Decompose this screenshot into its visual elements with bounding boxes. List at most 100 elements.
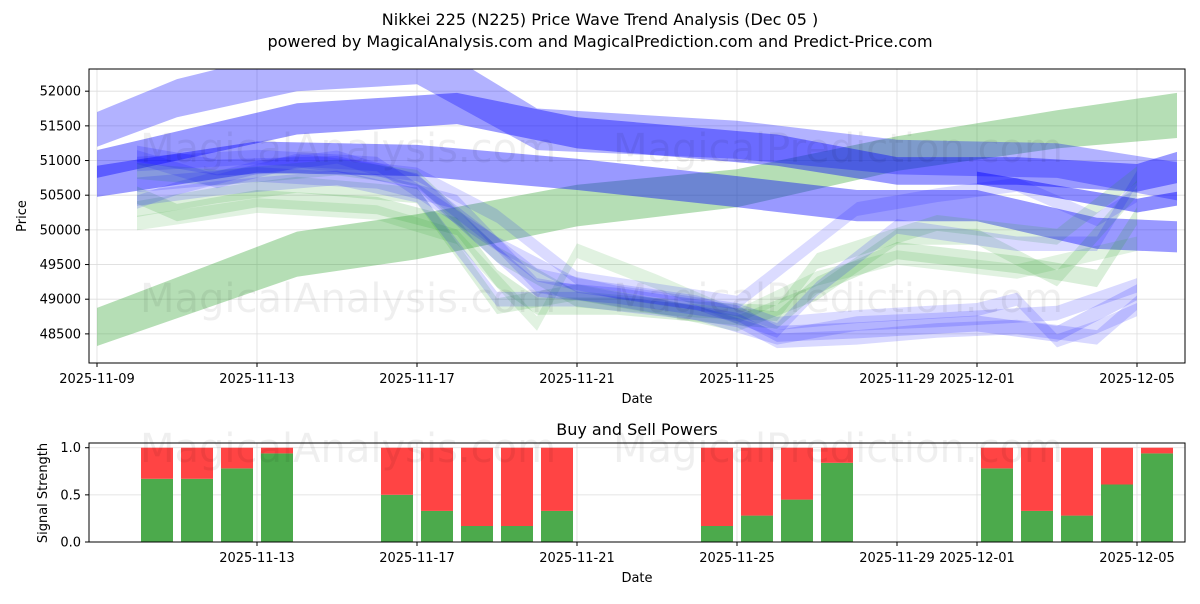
price-y-tick-label: 52000: [40, 85, 81, 100]
wave-green-cluster-3: [137, 176, 1137, 332]
price-x-tick-label: 2025-12-01: [939, 372, 1015, 387]
sell-bar: [221, 447, 253, 469]
wave-green-cluster-4: [137, 198, 1137, 331]
buy-bar: [1061, 515, 1093, 542]
sell-bar: [541, 447, 573, 511]
price-x-tick-label: 2025-12-05: [1099, 372, 1175, 387]
price-y-tick-label: 51500: [40, 119, 81, 134]
price-x-tick-label: 2025-11-17: [379, 372, 455, 387]
buy-bar: [501, 526, 533, 542]
price-y-label: Price: [15, 200, 30, 232]
signal-y-label: Signal Strength: [36, 443, 51, 543]
price-x-axis: 2025-11-09 2025-11-13 2025-11-17 2025-11-21…: [59, 363, 1175, 387]
buy-bar: [141, 478, 173, 542]
sell-bar: [181, 447, 213, 479]
sell-bar: [1141, 447, 1173, 454]
signal-x-tick-label: 2025-12-05: [1099, 551, 1175, 566]
price-y-tick-label: 50500: [40, 189, 81, 204]
sell-bar: [1021, 447, 1053, 511]
wave-blue-wave-main: [97, 92, 1177, 192]
signal-y-tick-label: 1.0: [60, 441, 81, 456]
price-y-tick-label: 49000: [40, 293, 81, 308]
price-y-tick-label: 51000: [40, 154, 81, 169]
signal-x-tick-label: 2025-11-29: [859, 551, 935, 566]
price-grid: [89, 69, 1185, 363]
price-x-tick-label: 2025-11-21: [539, 372, 615, 387]
signal-y-tick-label: 0.0: [60, 536, 81, 551]
signal-x-tick-label: 2025-11-21: [539, 551, 615, 566]
wave-blue-wave-end: [977, 171, 1177, 213]
buy-bar: [181, 478, 213, 542]
signal-panel: Buy and Sell Powers MagicalAnalysis.com …: [36, 420, 1186, 586]
watermark-prediction-mid: MagicalPrediction.com: [613, 276, 1063, 322]
sell-bar: [1101, 447, 1133, 485]
buy-bar: [1021, 510, 1053, 542]
buy-bar: [541, 510, 573, 542]
buy-bar: [821, 462, 853, 542]
price-y-tick-label: 49500: [40, 258, 81, 273]
chart-subtitle: powered by MagicalAnalysis.com and Magic…: [267, 32, 932, 51]
wave-green-wave-rising: [97, 92, 1177, 347]
wave-blue-wave-lower: [97, 141, 1177, 253]
buy-bar: [741, 515, 773, 542]
sell-bar: [461, 447, 493, 526]
sell-bar: [501, 447, 533, 526]
watermark-prediction-bottom: MagicalPrediction.com: [613, 426, 1063, 472]
sell-bar: [781, 447, 813, 500]
buy-bar: [1141, 453, 1173, 542]
buy-bar: [701, 526, 733, 542]
watermark-prediction-top: MagicalPrediction.com: [613, 126, 1063, 172]
price-x-tick-label: 2025-11-25: [699, 372, 775, 387]
buy-bar: [461, 526, 493, 542]
watermark-analysis-mid: MagicalAnalysis.com: [140, 276, 556, 322]
signal-y-axis: 0.0 0.5 1.0: [60, 441, 89, 551]
price-plot-frame: [88, 68, 1186, 364]
sell-bar: [981, 447, 1013, 469]
buy-bar: [221, 468, 253, 542]
price-x-tick-label: 2025-11-29: [859, 372, 935, 387]
sell-bar: [261, 447, 293, 454]
watermark-analysis-top: MagicalAnalysis.com: [140, 126, 556, 172]
sell-bar: [1061, 447, 1093, 516]
buy-bar: [1101, 484, 1133, 542]
price-y-axis: 48500 49000 49500 50000 50500 51000 51500 52000: [40, 85, 89, 342]
sell-bar: [701, 447, 733, 526]
signal-x-label: Date: [621, 571, 652, 586]
price-x-label: Date: [621, 392, 652, 407]
sell-bar: [821, 447, 853, 463]
signal-title: Buy and Sell Powers: [556, 420, 718, 439]
price-y-tick-label: 48500: [40, 327, 81, 342]
signal-x-tick-label: 2025-12-01: [939, 551, 1015, 566]
signal-x-tick-label: 2025-11-25: [699, 551, 775, 566]
signal-x-tick-label: 2025-11-17: [379, 551, 455, 566]
wave-blue-cluster-4: [137, 149, 1137, 338]
signal-bars: [141, 447, 1173, 542]
price-x-tick-label: 2025-11-13: [219, 372, 295, 387]
signal-x-axis: 2025-11-13 2025-11-17 2025-11-21 2025-11-25…: [219, 542, 1175, 566]
buy-bar: [781, 499, 813, 542]
buy-bar: [421, 510, 453, 542]
buy-bar: [381, 494, 413, 542]
price-waves: [97, 69, 1177, 349]
sell-bar: [741, 447, 773, 516]
signal-x-tick-label: 2025-11-13: [219, 551, 295, 566]
buy-bar: [261, 453, 293, 542]
signal-plot-frame: [88, 442, 1186, 543]
price-x-tick-label: 2025-11-09: [59, 372, 135, 387]
sell-bar: [421, 447, 453, 511]
watermark-analysis-bottom: MagicalAnalysis.com: [140, 426, 556, 472]
buy-bar: [981, 468, 1013, 542]
sell-bar: [381, 447, 413, 495]
wave-blue-cluster-3: [137, 170, 1137, 345]
signal-y-tick-label: 0.5: [60, 488, 81, 503]
wave-blue-cluster-1: [137, 145, 1137, 342]
wave-blue-cluster-2: [137, 167, 1137, 349]
wave-green-cluster-2: [137, 159, 1137, 321]
chart-title: Nikkei 225 (N225) Price Wave Trend Analy…: [382, 10, 818, 29]
wave-blue-wave-top: [97, 69, 1177, 201]
price-y-tick-label: 50000: [40, 223, 81, 238]
sell-bar: [141, 447, 173, 479]
wave-blue-cluster-6: [137, 150, 1137, 348]
wave-green-cluster-1: [137, 186, 1137, 329]
